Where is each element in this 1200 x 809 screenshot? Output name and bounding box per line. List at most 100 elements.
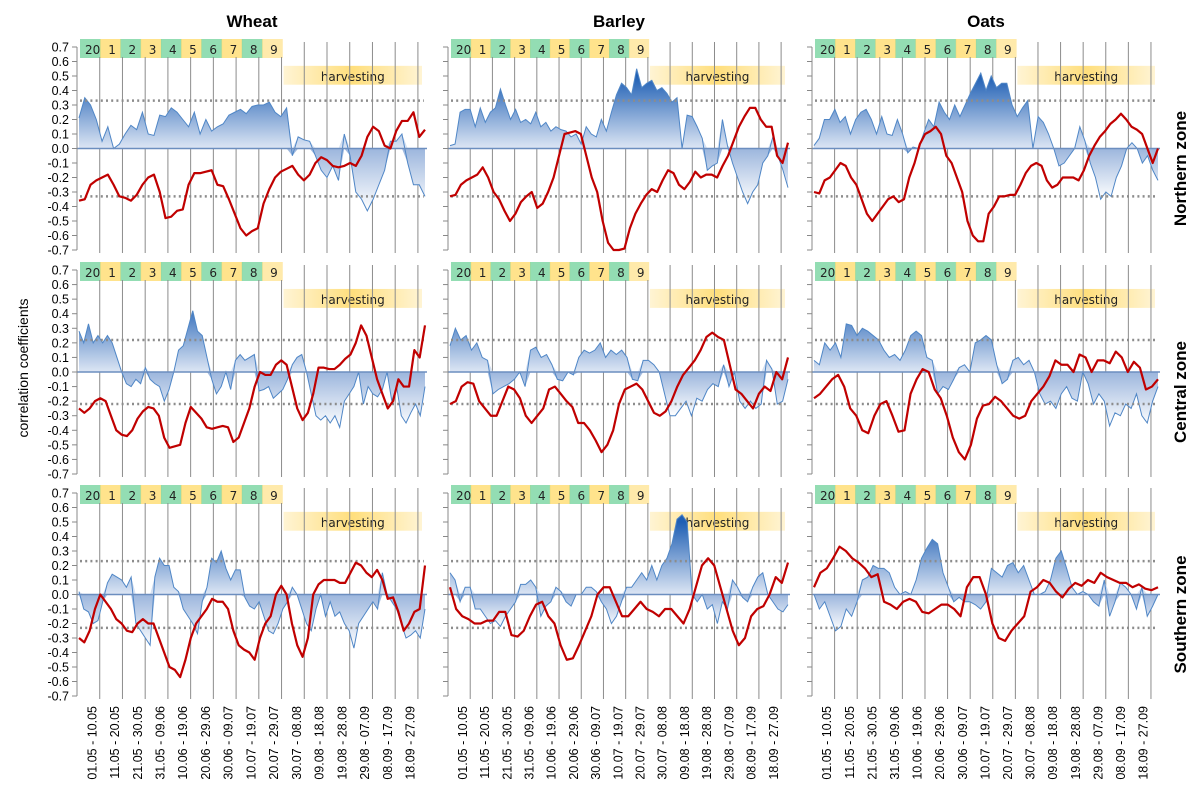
phase-band [569,485,590,504]
area-negative [450,148,788,204]
area-negative [79,372,425,428]
phase-band [935,39,957,58]
phase-band [975,485,997,504]
phase-label: 9 [1004,43,1012,57]
y-tick-label: 0.5 [52,293,69,307]
phase-label: 20 [820,266,835,280]
x-tick-label: 29.08 - 07.09 [1091,706,1105,780]
y-tick-label: -0.7 [47,690,69,704]
phase-band [935,262,957,281]
phase-label: 20 [456,43,471,57]
y-tick-label: -0.2 [47,395,69,409]
phase-band [935,485,957,504]
x-tick-label: 30.07 - 08.08 [1024,706,1038,780]
phase-label: 4 [903,489,911,503]
phase-band [510,262,531,281]
phase-label: 9 [270,266,278,280]
area-positive [450,68,788,149]
phase-label: 5 [924,266,932,280]
phase-band [120,485,142,504]
phase-band [221,262,243,281]
phase-band [262,39,283,58]
phase-band [835,485,856,504]
x-tick-label: 18.09 - 27.09 [1137,706,1151,780]
phase-band [609,485,630,504]
area-positive [450,328,788,372]
line-series [449,106,790,252]
phase-band [895,485,917,504]
phase-label: 6 [578,266,586,280]
phase-label: 2 [863,489,871,503]
x-tick-label: 31.05 - 09.06 [523,706,537,780]
phase-band [589,262,610,281]
phase-label: 2 [498,266,506,280]
phase-band [241,39,263,58]
area-negative [814,148,1158,200]
phase-label: 3 [883,489,891,503]
area-positive [79,97,425,149]
phase-label: 6 [209,266,217,280]
panel-barley-central: 20 1 2 3 4 5 6 7 8 9 harvesting [443,262,790,477]
x-tick-label: 08.09 - 17.09 [381,706,395,780]
x-tick-label: 01.05 - 10.05 [820,706,834,780]
x-tick-label: 30.06 - 09.07 [589,706,603,780]
phase-band [895,39,917,58]
area-negative [79,148,425,211]
phase-label: 3 [518,489,526,503]
phase-label: 7 [964,266,972,280]
phase-band [549,485,571,504]
x-tick-label: 19.08 - 28.08 [700,706,714,780]
panel-barley-northern: 20 1 2 3 4 5 6 7 8 9 harvesting [443,39,790,253]
y-tick-label: 0.7 [52,487,69,501]
x-tick-label: 30.07 - 08.08 [656,706,670,780]
harvest-label: harvesting [321,293,385,307]
panel-wheat-southern: 20 1 2 3 4 5 6 7 8 9harvesting0.70.60.50.40.30.20… [47,485,427,780]
phase-band [955,39,977,58]
phase-label: 5 [924,43,932,57]
phase-label: 20 [456,489,471,503]
phase-label: 5 [924,489,932,503]
phase-label: 9 [270,43,278,57]
phase-band [160,39,182,58]
phase-band [628,262,650,281]
area-series-line [449,68,789,205]
phase-label: 2 [128,489,136,503]
phase-label: 3 [149,489,157,503]
phase-band [996,39,1017,58]
y-tick-label: 0.3 [52,545,69,559]
phase-label: 2 [498,489,506,503]
x-tick-label: 20.07 - 29.07 [1001,706,1015,780]
phase-label: 5 [558,43,566,57]
x-tick-label: 30.07 - 08.08 [290,706,304,780]
harvest-band [1017,65,1155,85]
x-tick-label: 31.05 - 09.06 [888,706,902,780]
phase-label: 20 [456,266,471,280]
area-positive [79,310,425,372]
phase-band [875,485,896,504]
phase-band [530,485,551,504]
phase-band [181,262,202,281]
area-positive [814,73,1158,149]
phase-label: 4 [169,266,177,280]
phase-band [140,39,162,58]
line-series [448,557,790,661]
x-tick-label: 19.08 - 28.08 [1069,706,1083,780]
phase-band [915,262,937,281]
phase-label: 6 [944,266,952,280]
phase-label: 8 [250,266,258,280]
x-tick-label: 01.05 - 10.05 [85,706,99,780]
phase-band [530,262,551,281]
area-positive [814,539,1158,595]
x-tick-label: 20.07 - 29.07 [267,706,281,780]
phase-label: 3 [518,43,526,57]
y-tick-label: 0.3 [52,99,69,113]
phase-label: 5 [189,43,197,57]
phase-label: 6 [209,43,217,57]
x-tick-label: 20.06 - 29.06 [199,706,213,780]
phase-band [470,39,492,58]
area-positive [450,514,788,595]
phase-band [262,485,283,504]
phase-label: 1 [479,266,487,280]
y-tick-label: 0.7 [52,264,69,278]
phase-strip: 20 1 2 3 4 5 6 7 8 9 [815,262,1017,281]
